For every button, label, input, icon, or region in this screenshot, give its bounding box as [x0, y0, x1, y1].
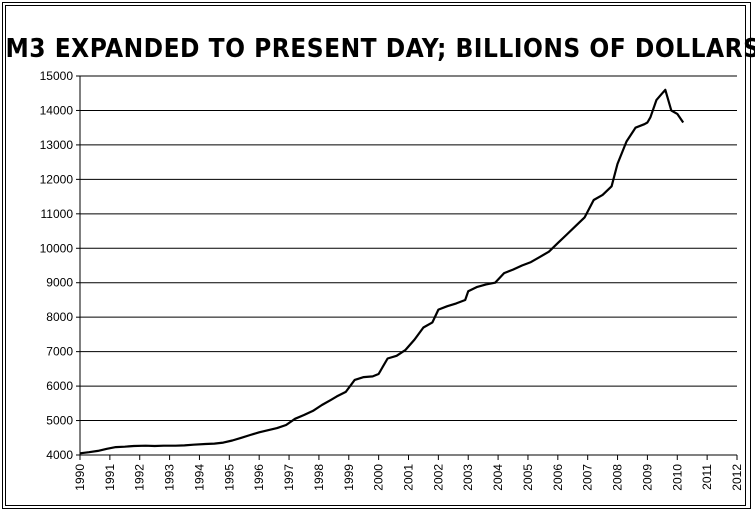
y-tick-label: 15000 — [40, 69, 74, 83]
x-tick-label: 2006 — [551, 464, 565, 491]
x-tick-label: 1998 — [312, 464, 326, 491]
x-tick-label: 1990 — [73, 464, 87, 491]
x-tick-label: 2012 — [730, 464, 744, 491]
x-tick-label: 1991 — [103, 464, 117, 491]
x-tick-label: 2003 — [461, 464, 475, 491]
y-tick-label: 4000 — [46, 448, 73, 462]
chart-frame-inner — [5, 5, 746, 506]
x-tick-label: 1993 — [163, 464, 177, 491]
y-tick-label: 12000 — [40, 172, 74, 186]
x-tick-label: 2010 — [670, 464, 684, 491]
x-axis-ticks: 1990 1991 1992 1993 1994 1995 1996 1997 1998 1999… — [73, 455, 744, 491]
y-tick-label: 10000 — [40, 241, 74, 255]
series-line-0 — [79, 88, 685, 455]
x-tick-label: 2001 — [402, 464, 416, 491]
x-tick-label: 1999 — [342, 464, 356, 491]
y-tick-label: 14000 — [40, 103, 74, 117]
x-tick-label: 2008 — [611, 464, 625, 491]
y-tick-label: 7000 — [46, 345, 73, 359]
x-tick-label: 2011 — [700, 464, 714, 490]
series-group — [79, 88, 685, 455]
x-tick-label: 2000 — [372, 464, 386, 491]
gridlines — [76, 75, 737, 456]
y-axis-ticks: 4000 5000 6000 7000 8000 9000 10000 11000 12000 1… — [40, 69, 74, 462]
x-tick-label: 2002 — [431, 464, 445, 491]
x-tick-label: 2004 — [491, 464, 505, 491]
x-tick-label: 1995 — [222, 464, 236, 491]
x-tick-label: 1992 — [133, 464, 147, 491]
x-tick-label: 1997 — [282, 464, 296, 491]
y-tick-label: 9000 — [46, 276, 73, 290]
x-tick-label: 1996 — [252, 464, 266, 491]
x-tick-label: 2007 — [581, 464, 595, 491]
x-tick-label: 2009 — [640, 464, 654, 491]
y-tick-label: 6000 — [46, 379, 73, 393]
x-tick-label: 2005 — [521, 464, 535, 491]
y-tick-label: 8000 — [46, 310, 73, 324]
y-tick-label: 5000 — [46, 414, 73, 428]
chart-title: M3 EXPANDED TO PRESENT DAY; BILLIONS OF … — [6, 34, 755, 64]
y-tick-label: 11000 — [41, 207, 74, 221]
y-tick-label: 13000 — [40, 138, 74, 152]
x-tick-label: 1994 — [192, 464, 206, 491]
